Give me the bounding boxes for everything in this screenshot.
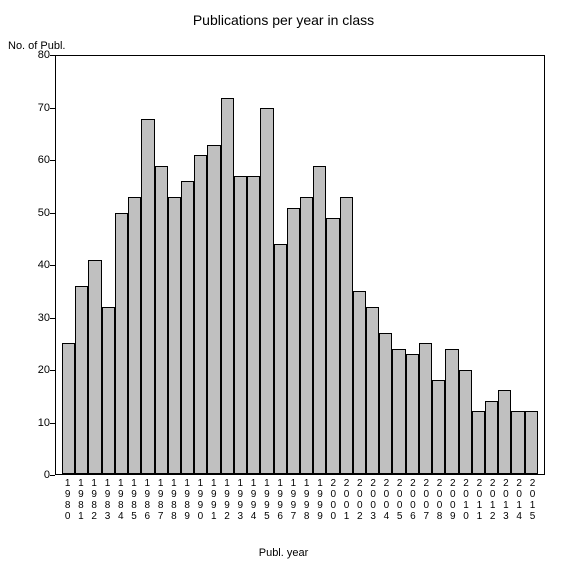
x-tick-label: 1998 — [300, 478, 313, 522]
bar — [340, 197, 353, 474]
x-tick-label: 1983 — [101, 478, 114, 522]
x-tick-label: 1987 — [154, 478, 167, 522]
x-tick-label: 1994 — [247, 478, 260, 522]
x-tick-label: 2002 — [353, 478, 366, 522]
bar — [432, 380, 445, 474]
y-tick-label: 50 — [20, 207, 50, 219]
bar — [62, 343, 75, 474]
chart-title: Publications per year in class — [0, 12, 567, 28]
x-tick-label: 1990 — [194, 478, 207, 522]
bar — [221, 98, 234, 474]
x-tick-label: 2012 — [486, 478, 499, 522]
x-tick-label: 1988 — [167, 478, 180, 522]
bar — [247, 176, 260, 474]
bar — [274, 244, 287, 474]
bar — [326, 218, 339, 474]
bar — [181, 181, 194, 474]
bar — [75, 286, 88, 474]
bar — [300, 197, 313, 474]
y-tick-label: 60 — [20, 154, 50, 166]
y-tick-label: 80 — [20, 49, 50, 61]
x-tick-label: 1997 — [287, 478, 300, 522]
x-tick-label: 1984 — [114, 478, 127, 522]
bar — [445, 349, 458, 474]
x-tick-label: 2006 — [406, 478, 419, 522]
bar — [287, 208, 300, 474]
x-tick-label: 1989 — [181, 478, 194, 522]
bar — [102, 307, 115, 474]
plot-area — [55, 55, 545, 475]
y-tick-mark — [50, 475, 55, 476]
x-tick-label: 1982 — [88, 478, 101, 522]
bar — [366, 307, 379, 474]
bar — [379, 333, 392, 474]
x-tick-label: 2015 — [526, 478, 539, 522]
y-tick-label: 0 — [20, 469, 50, 481]
bar — [234, 176, 247, 474]
bar — [260, 108, 273, 474]
x-labels: 1980198119821983198419851986198719881989… — [55, 478, 545, 522]
x-tick-label: 1999 — [313, 478, 326, 522]
x-tick-label: 2001 — [340, 478, 353, 522]
x-tick-label: 1991 — [207, 478, 220, 522]
bar — [485, 401, 498, 474]
bar — [313, 166, 326, 474]
bar — [141, 119, 154, 474]
x-tick-label: 1992 — [220, 478, 233, 522]
bar — [392, 349, 405, 474]
bar — [353, 291, 366, 474]
x-tick-label: 1981 — [74, 478, 87, 522]
x-axis-label: Publ. year — [0, 547, 567, 559]
bar — [525, 411, 538, 474]
bar — [472, 411, 485, 474]
x-tick-label: 1996 — [274, 478, 287, 522]
x-tick-label: 2005 — [393, 478, 406, 522]
x-tick-label: 1985 — [127, 478, 140, 522]
x-tick-label: 2011 — [473, 478, 486, 522]
x-tick-label: 2010 — [459, 478, 472, 522]
x-tick-label: 2000 — [327, 478, 340, 522]
x-tick-label: 1995 — [260, 478, 273, 522]
x-tick-label: 2013 — [499, 478, 512, 522]
chart-container: Publications per year in class No. of Pu… — [0, 0, 567, 567]
x-tick-label: 2004 — [380, 478, 393, 522]
x-tick-label: 2009 — [446, 478, 459, 522]
bars-wrap — [56, 56, 544, 474]
y-tick-label: 70 — [20, 102, 50, 114]
y-tick-label: 40 — [20, 259, 50, 271]
bar — [155, 166, 168, 474]
x-tick-label: 2003 — [366, 478, 379, 522]
y-tick-label: 20 — [20, 364, 50, 376]
x-tick-label: 2008 — [433, 478, 446, 522]
x-tick-label: 1980 — [61, 478, 74, 522]
bar — [406, 354, 419, 474]
bar — [419, 343, 432, 474]
x-tick-label: 2007 — [420, 478, 433, 522]
bar — [88, 260, 101, 474]
bar — [459, 370, 472, 475]
x-tick-label: 1993 — [234, 478, 247, 522]
x-tick-label: 1986 — [141, 478, 154, 522]
bar — [128, 197, 141, 474]
y-tick-label: 30 — [20, 312, 50, 324]
bar — [194, 155, 207, 474]
bar — [115, 213, 128, 474]
bar — [168, 197, 181, 474]
bar — [207, 145, 220, 474]
bar — [498, 390, 511, 474]
bar — [511, 411, 524, 474]
y-tick-label: 10 — [20, 417, 50, 429]
x-tick-label: 2014 — [513, 478, 526, 522]
